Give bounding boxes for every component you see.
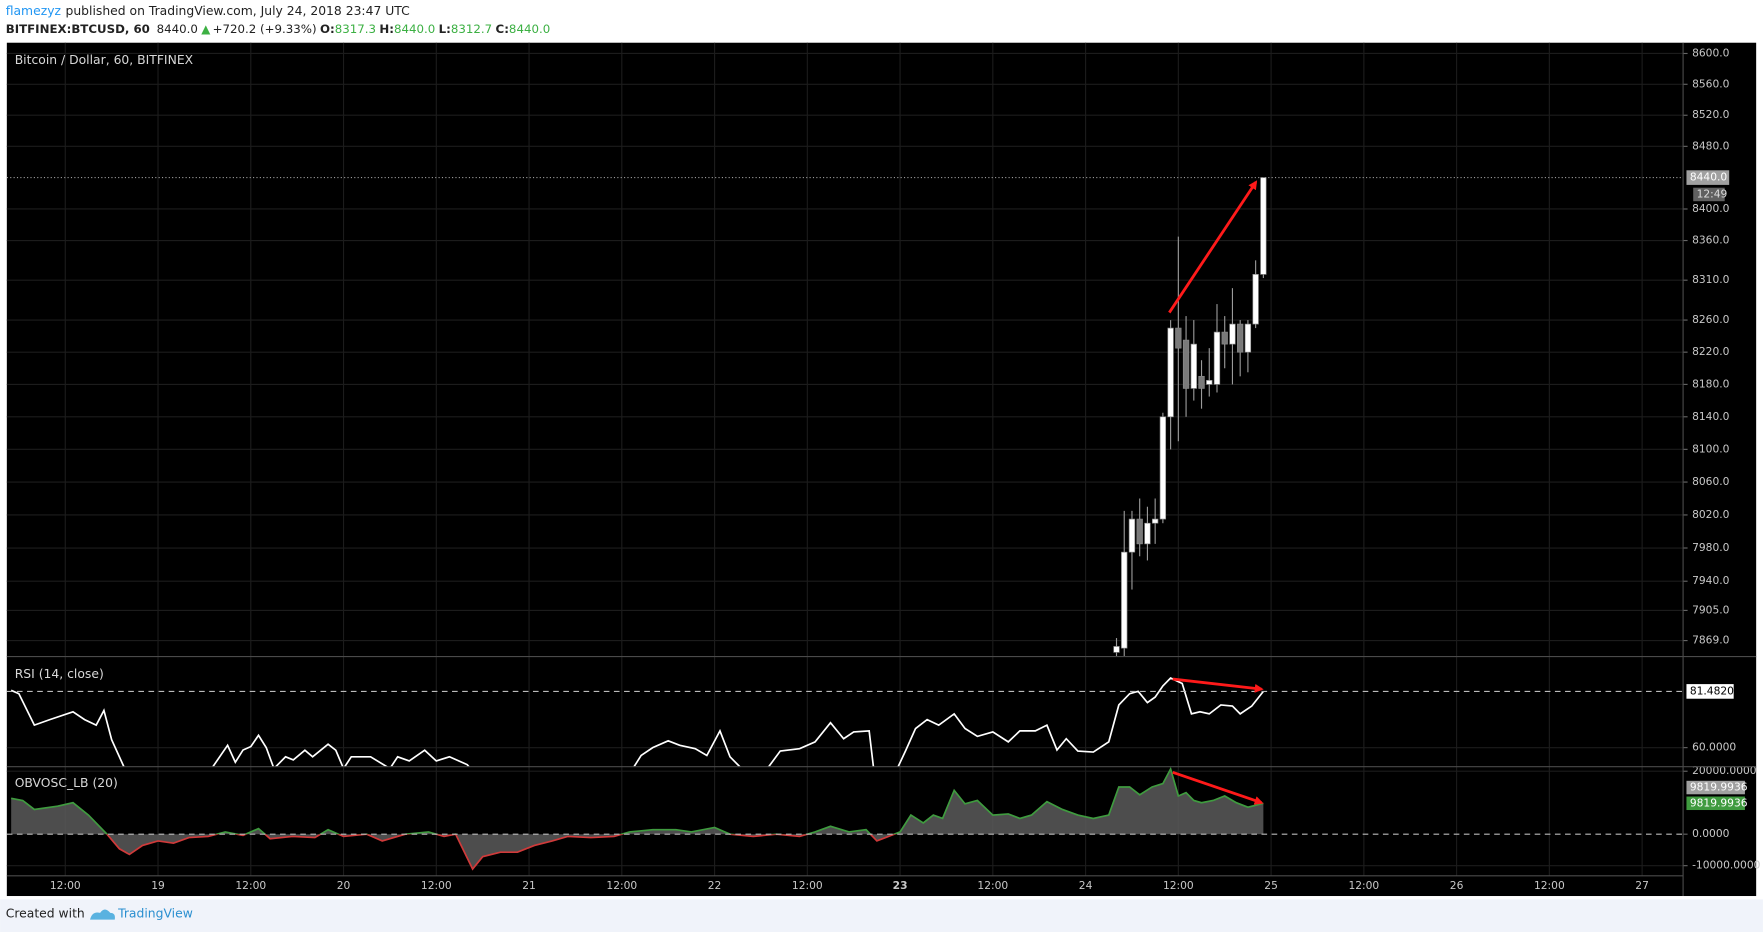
- x-tick-label: 21: [522, 879, 536, 892]
- candle-body: [1168, 328, 1174, 417]
- x-tick-label: 20: [337, 879, 351, 892]
- candle-body: [1145, 523, 1151, 544]
- low-label: L:: [439, 22, 451, 36]
- header-line-1: flamezyz published on TradingView.com, Ju…: [6, 4, 410, 18]
- x-tick-label: 12:00: [1534, 879, 1565, 892]
- high-label: H:: [379, 22, 394, 36]
- high: 8440.0: [394, 22, 435, 36]
- y-tick-label: 8020.0: [1692, 508, 1730, 521]
- candle-body: [1222, 332, 1228, 344]
- candle-body: [1237, 324, 1243, 352]
- x-tick-label: 19: [151, 879, 165, 892]
- x-tick-label: 22: [708, 879, 722, 892]
- countdown-label: 12:49: [1697, 187, 1728, 200]
- rsi-pane-title: RSI (14, close): [15, 667, 104, 681]
- low: 8312.7: [451, 22, 492, 36]
- y-tick-label: 8360.0: [1692, 234, 1730, 247]
- x-tick-label: 12:00: [421, 879, 452, 892]
- last-value-label: 9819.9936: [1690, 796, 1748, 809]
- candle-body: [1245, 324, 1251, 352]
- x-tick-label: 12:00: [606, 879, 637, 892]
- last-price-label: 8440.0: [1690, 171, 1728, 184]
- x-tick-label: 12:00: [50, 879, 81, 892]
- candle-body: [1114, 646, 1120, 652]
- x-tick-label: 26: [1450, 879, 1464, 892]
- candle-body: [1214, 332, 1220, 384]
- footer-brand[interactable]: TradingView: [117, 907, 193, 921]
- candle-body: [1253, 274, 1259, 324]
- y-tick-label: 8520.0: [1692, 108, 1730, 121]
- y-tick-label: 8100.0: [1692, 442, 1730, 455]
- candle-body: [1137, 519, 1143, 544]
- candle-body: [1183, 340, 1189, 388]
- last-value-label: 9819.9936: [1690, 781, 1748, 794]
- open-label: O:: [320, 22, 335, 36]
- y-tick-label: 8600.0: [1692, 46, 1730, 59]
- candle-body: [1230, 324, 1236, 344]
- header-line-2: BITFINEX:BTCUSD, 608440.0▲+720.2 (+9.33%…: [6, 22, 551, 36]
- y-tick-label: 7940.0: [1692, 574, 1730, 587]
- symbol: BITFINEX:BTCUSD, 60: [6, 22, 150, 36]
- x-tick-label: 12:00: [977, 879, 1008, 892]
- arrow: ▲: [201, 22, 211, 36]
- close-label: C:: [496, 22, 509, 36]
- candle-body: [1206, 380, 1212, 384]
- open: 8317.3: [335, 22, 376, 36]
- y-tick-label: 8180.0: [1692, 377, 1730, 390]
- x-tick-label: 12:00: [1163, 879, 1194, 892]
- y-tick-label: 8220.0: [1692, 345, 1730, 358]
- obv-pane-title: OBVOSC_LB (20): [15, 776, 118, 790]
- candle-body: [1261, 178, 1267, 275]
- change: +720.2 (+9.33%): [213, 22, 317, 36]
- candle-body: [1176, 328, 1182, 348]
- footer: [0, 899, 1763, 932]
- x-tick-label: 24: [1079, 879, 1093, 892]
- candle-body: [1160, 417, 1166, 519]
- x-tick-label: 25: [1264, 879, 1278, 892]
- x-tick-label: 27: [1635, 879, 1649, 892]
- y-tick-label: 8480.0: [1692, 139, 1730, 152]
- y-tick-label: 7869.0: [1692, 634, 1730, 647]
- y-tick-label: 7905.0: [1692, 603, 1730, 616]
- y-tick-label: 8310.0: [1692, 273, 1730, 286]
- x-tick-label: 12:00: [792, 879, 823, 892]
- candle-body: [1121, 552, 1127, 648]
- y-tick-label: 8060.0: [1692, 475, 1730, 488]
- candle-body: [1191, 344, 1197, 388]
- chart-area: [7, 43, 1756, 896]
- y-tick-label: 8260.0: [1692, 313, 1730, 326]
- y-tick-label: 8140.0: [1692, 410, 1730, 423]
- x-tick-label: 12:00: [1348, 879, 1379, 892]
- footer-created: Created with: [6, 907, 85, 921]
- candle-body: [1129, 519, 1135, 552]
- y-tick-label: 60.0000: [1692, 741, 1736, 754]
- main-pane-title: Bitcoin / Dollar, 60, BITFINEX: [15, 53, 194, 67]
- author[interactable]: flamezyz: [6, 4, 61, 18]
- y-tick-label: 7980.0: [1692, 541, 1730, 554]
- y-tick-label: 8400.0: [1692, 202, 1730, 215]
- y-tick-label: 0.0000: [1692, 827, 1730, 840]
- y-tick-label: -10000.0000: [1692, 859, 1761, 872]
- close: 8440.0: [509, 22, 550, 36]
- chart-screenshot: flamezyz published on TradingView.com, Ju…: [0, 0, 1763, 932]
- published: published on TradingView.com, July 24, 2…: [66, 4, 410, 18]
- x-tick-label: 12:00: [235, 879, 266, 892]
- x-tick-label: 23: [893, 879, 908, 892]
- y-tick-label: 8560.0: [1692, 77, 1730, 90]
- candle-body: [1152, 519, 1158, 523]
- candle-body: [1199, 376, 1205, 388]
- last-value-label: 81.4820: [1690, 684, 1734, 697]
- page: { "header": { "author": "flamezyz", "pub…: [0, 0, 1763, 932]
- last: 8440.0: [157, 22, 198, 36]
